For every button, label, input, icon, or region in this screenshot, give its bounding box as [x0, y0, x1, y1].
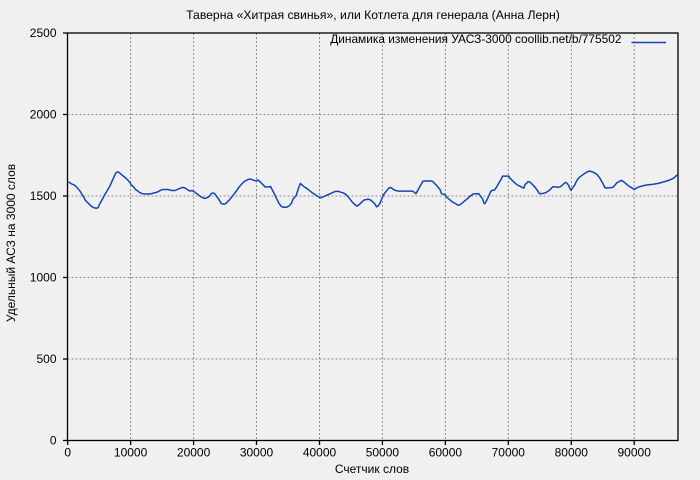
svg-text:0: 0 [50, 434, 57, 448]
svg-text:0: 0 [64, 446, 71, 460]
svg-text:50000: 50000 [366, 446, 400, 460]
svg-text:Таверна «Хитрая свинья», или К: Таверна «Хитрая свинья», или Котлета для… [186, 8, 560, 22]
svg-text:1500: 1500 [30, 189, 57, 203]
svg-text:2000: 2000 [30, 108, 57, 122]
svg-text:70000: 70000 [492, 446, 526, 460]
svg-text:60000: 60000 [429, 446, 463, 460]
svg-text:40000: 40000 [303, 446, 337, 460]
svg-text:500: 500 [36, 352, 56, 366]
svg-text:2500: 2500 [30, 26, 57, 40]
svg-text:1000: 1000 [30, 271, 57, 285]
svg-text:10000: 10000 [114, 446, 148, 460]
svg-text:Динамика изменения УАСЗ-3000 c: Динамика изменения УАСЗ-3000 coollib.net… [330, 32, 622, 46]
svg-text:80000: 80000 [555, 446, 589, 460]
svg-text:Удельный АСЗ на 3000 слов: Удельный АСЗ на 3000 слов [4, 164, 18, 322]
svg-text:90000: 90000 [618, 446, 652, 460]
svg-text:Счетчик слов: Счетчик слов [335, 462, 409, 476]
svg-text:30000: 30000 [240, 446, 274, 460]
svg-text:20000: 20000 [177, 446, 211, 460]
